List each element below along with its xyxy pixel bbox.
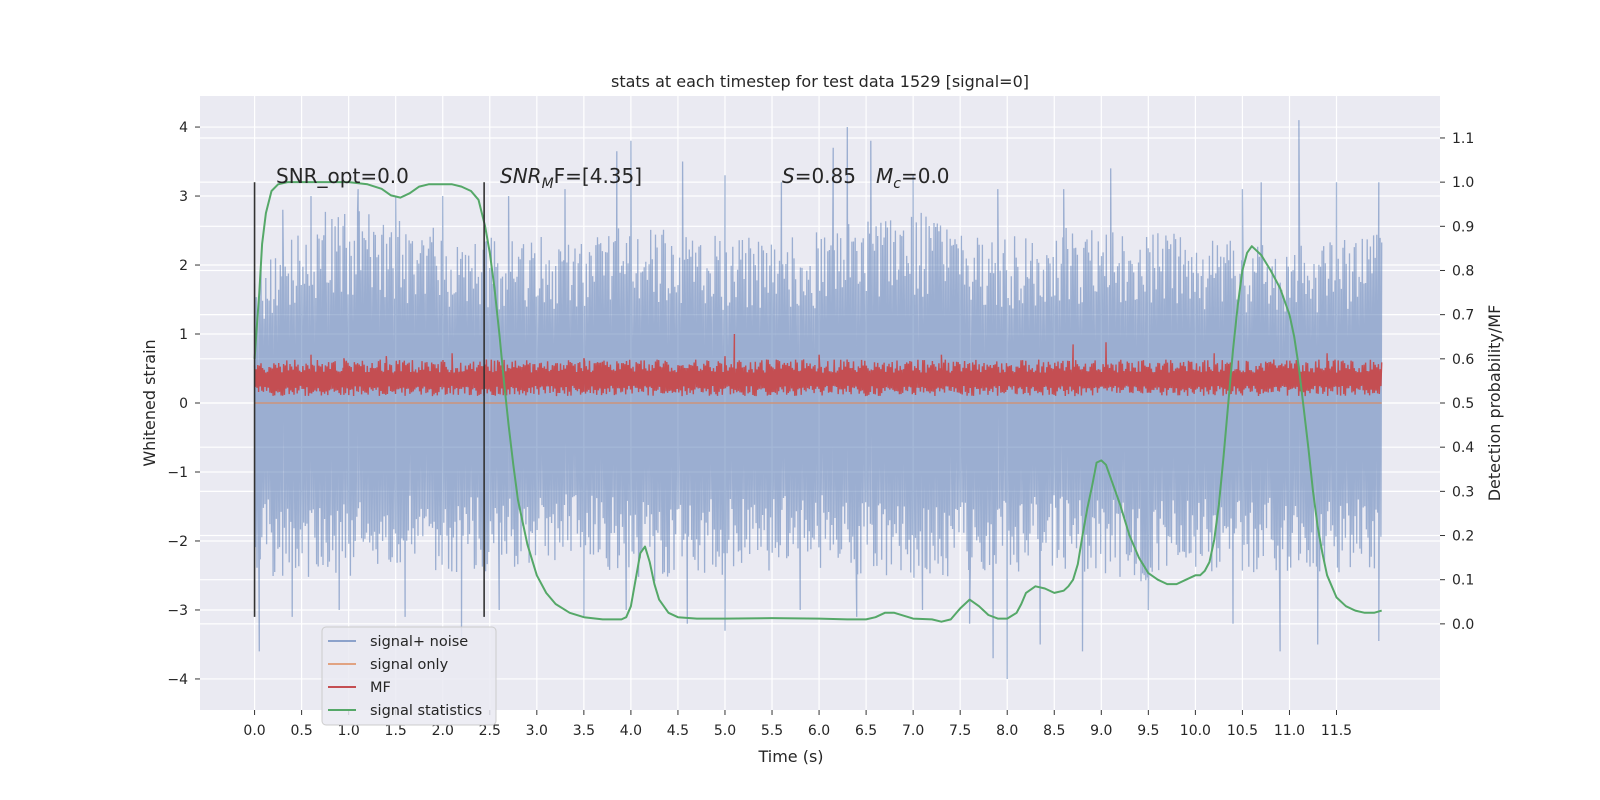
legend-label: MF bbox=[370, 680, 391, 696]
x-tick-label: 10.5 bbox=[1227, 723, 1258, 739]
y2-tick-label: 0.1 bbox=[1452, 573, 1474, 589]
y-tick-label: 0 bbox=[179, 396, 188, 412]
y2-tick-label: 0.2 bbox=[1452, 529, 1474, 545]
chart-title: stats at each timestep for test data 152… bbox=[611, 72, 1029, 91]
x-tick-label: 6.0 bbox=[808, 723, 830, 739]
vertical-markers bbox=[253, 182, 485, 617]
y-tick-label: 4 bbox=[179, 120, 188, 136]
annotation-mc-sub: c bbox=[893, 176, 901, 192]
x-tick-label: 5.0 bbox=[714, 723, 736, 739]
x-tick-label: 2.0 bbox=[432, 723, 454, 739]
y-tick-label: −3 bbox=[167, 603, 188, 619]
annotation-snr-mf-sub: M bbox=[542, 176, 554, 192]
y2-tick-label: 0.4 bbox=[1452, 440, 1474, 456]
x-tick-label: 6.5 bbox=[855, 723, 877, 739]
x-tick-label: 0.0 bbox=[243, 723, 265, 739]
axes: 0.0 0.5 1.0 1.5 2.0 2.5 3.0 3.5 4.0 4.5 5.0 5.5 6.0 6… bbox=[167, 120, 1474, 739]
x-tick-label: 10.0 bbox=[1180, 723, 1211, 739]
annotation-s: S=0.85 bbox=[782, 164, 856, 188]
x-tick-label: 0.5 bbox=[290, 723, 312, 739]
y2-tick-label: 0.5 bbox=[1452, 396, 1474, 412]
y2-tick-label: 0.8 bbox=[1452, 263, 1474, 279]
y2-tick-label: 0.0 bbox=[1452, 617, 1474, 633]
legend-label: signal statistics bbox=[370, 703, 482, 719]
y-tick-label: 3 bbox=[179, 189, 188, 205]
x-tick-label: 3.0 bbox=[526, 723, 548, 739]
series-mf bbox=[253, 333, 1383, 397]
y2-axis-label: Detection probability/MF bbox=[1485, 305, 1504, 502]
y2-tick-label: 1.1 bbox=[1452, 131, 1474, 147]
y2-tick-label: 1.0 bbox=[1452, 175, 1474, 191]
x-tick-label: 4.5 bbox=[667, 723, 689, 739]
y-tick-label: −1 bbox=[167, 465, 188, 481]
x-tick-label: 7.0 bbox=[902, 723, 924, 739]
legend: signal+ noise signal only MF signal statist… bbox=[321, 626, 497, 726]
x-tick-label: 9.5 bbox=[1137, 723, 1159, 739]
annotation-mc-base: M bbox=[876, 164, 893, 188]
annotation-snr-mf-rest: F=[4.35] bbox=[554, 164, 642, 188]
x-tick-label: 7.5 bbox=[949, 723, 971, 739]
annotations: SNR_opt=0.0 SNRMF=[4.35] S=0.85 Mc=0.0 bbox=[276, 164, 950, 192]
y-axis-label: Whitened strain bbox=[140, 339, 159, 466]
x-tick-label: 5.5 bbox=[761, 723, 783, 739]
series-signal-statistics bbox=[253, 181, 1382, 623]
y-tick-label: 2 bbox=[179, 258, 188, 274]
x-tick-label: 11.0 bbox=[1274, 723, 1305, 739]
y-tick-label: −4 bbox=[167, 672, 188, 688]
x-tick-label: 3.5 bbox=[573, 723, 595, 739]
annotation-mc: Mc=0.0 bbox=[876, 164, 950, 192]
x-tick-label: 4.0 bbox=[620, 723, 642, 739]
y2-tick-label: 0.6 bbox=[1452, 352, 1474, 368]
y-tick-label: −2 bbox=[167, 534, 188, 550]
x-tick-label: 8.0 bbox=[996, 723, 1018, 739]
legend-box bbox=[321, 626, 497, 726]
legend-label: signal+ noise bbox=[370, 634, 468, 650]
y-tick-label: 1 bbox=[179, 327, 188, 343]
y2-tick-label: 0.7 bbox=[1452, 308, 1474, 324]
annotation-snr-opt: SNR_opt=0.0 bbox=[276, 164, 409, 188]
annotation-s-rest: =0.85 bbox=[795, 164, 856, 188]
x-tick-label: 2.5 bbox=[479, 723, 501, 739]
legend-label: signal only bbox=[370, 657, 449, 673]
x-tick-label: 1.0 bbox=[338, 723, 360, 739]
x-tick-label: 8.5 bbox=[1043, 723, 1065, 739]
x-tick-label: 11.5 bbox=[1321, 723, 1352, 739]
y2-tick-label: 0.9 bbox=[1452, 219, 1474, 235]
x-tick-label: 9.0 bbox=[1090, 723, 1112, 739]
series-signal-noise bbox=[253, 120, 1383, 680]
x-axis-label: Time (s) bbox=[757, 747, 823, 766]
series-layer bbox=[253, 120, 1383, 680]
x-tick-label: 1.5 bbox=[385, 723, 407, 739]
annotation-mc-rest: =0.0 bbox=[901, 164, 950, 188]
annotation-snr-mf: SNRMF=[4.35] bbox=[500, 164, 642, 192]
annotation-s-label: S bbox=[782, 164, 795, 188]
y2-tick-label: 0.3 bbox=[1452, 484, 1474, 500]
annotation-snr-mf-base: SNR bbox=[500, 164, 542, 188]
